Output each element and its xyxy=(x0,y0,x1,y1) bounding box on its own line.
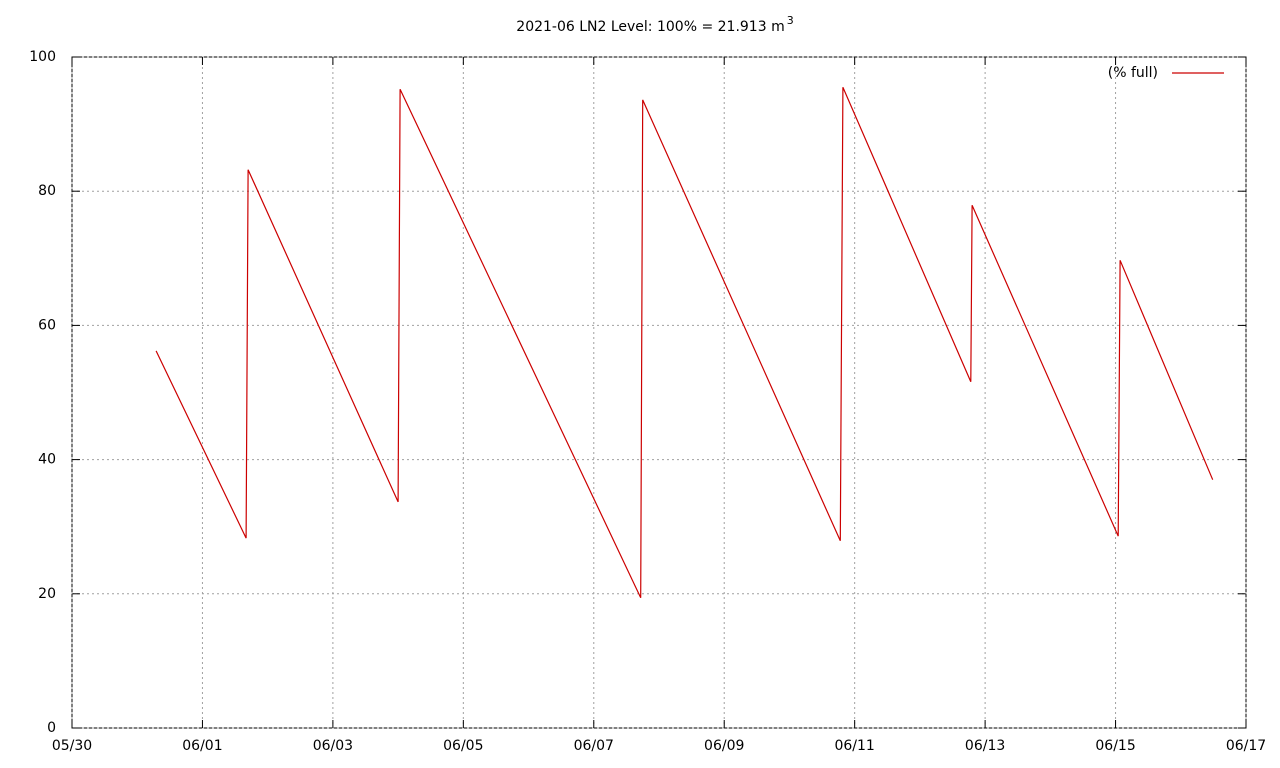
y-tick-label: 20 xyxy=(38,586,56,602)
y-tick-label: 40 xyxy=(38,452,56,468)
plot-frame xyxy=(71,56,1247,729)
x-tick-label: 06/09 xyxy=(704,738,744,754)
x-tick-label: 06/01 xyxy=(182,738,222,754)
x-tick-label: 06/15 xyxy=(1095,738,1135,754)
y-tick-label: 100 xyxy=(29,49,56,65)
legend-label: (% full) xyxy=(1108,65,1158,81)
data-line xyxy=(155,86,1214,599)
y-tick-label: 60 xyxy=(38,317,56,333)
x-tick-label: 05/30 xyxy=(52,738,92,754)
x-tick-label: 06/17 xyxy=(1226,738,1266,754)
x-tick-label: 06/03 xyxy=(313,738,353,754)
x-tick-label: 06/13 xyxy=(965,738,1005,754)
y-tick-label: 0 xyxy=(47,720,56,736)
x-tick-label: 06/11 xyxy=(834,738,874,754)
x-tick-label: 06/07 xyxy=(574,738,614,754)
x-tick-label: 06/05 xyxy=(443,738,483,754)
y-tick-label: 80 xyxy=(38,183,56,199)
